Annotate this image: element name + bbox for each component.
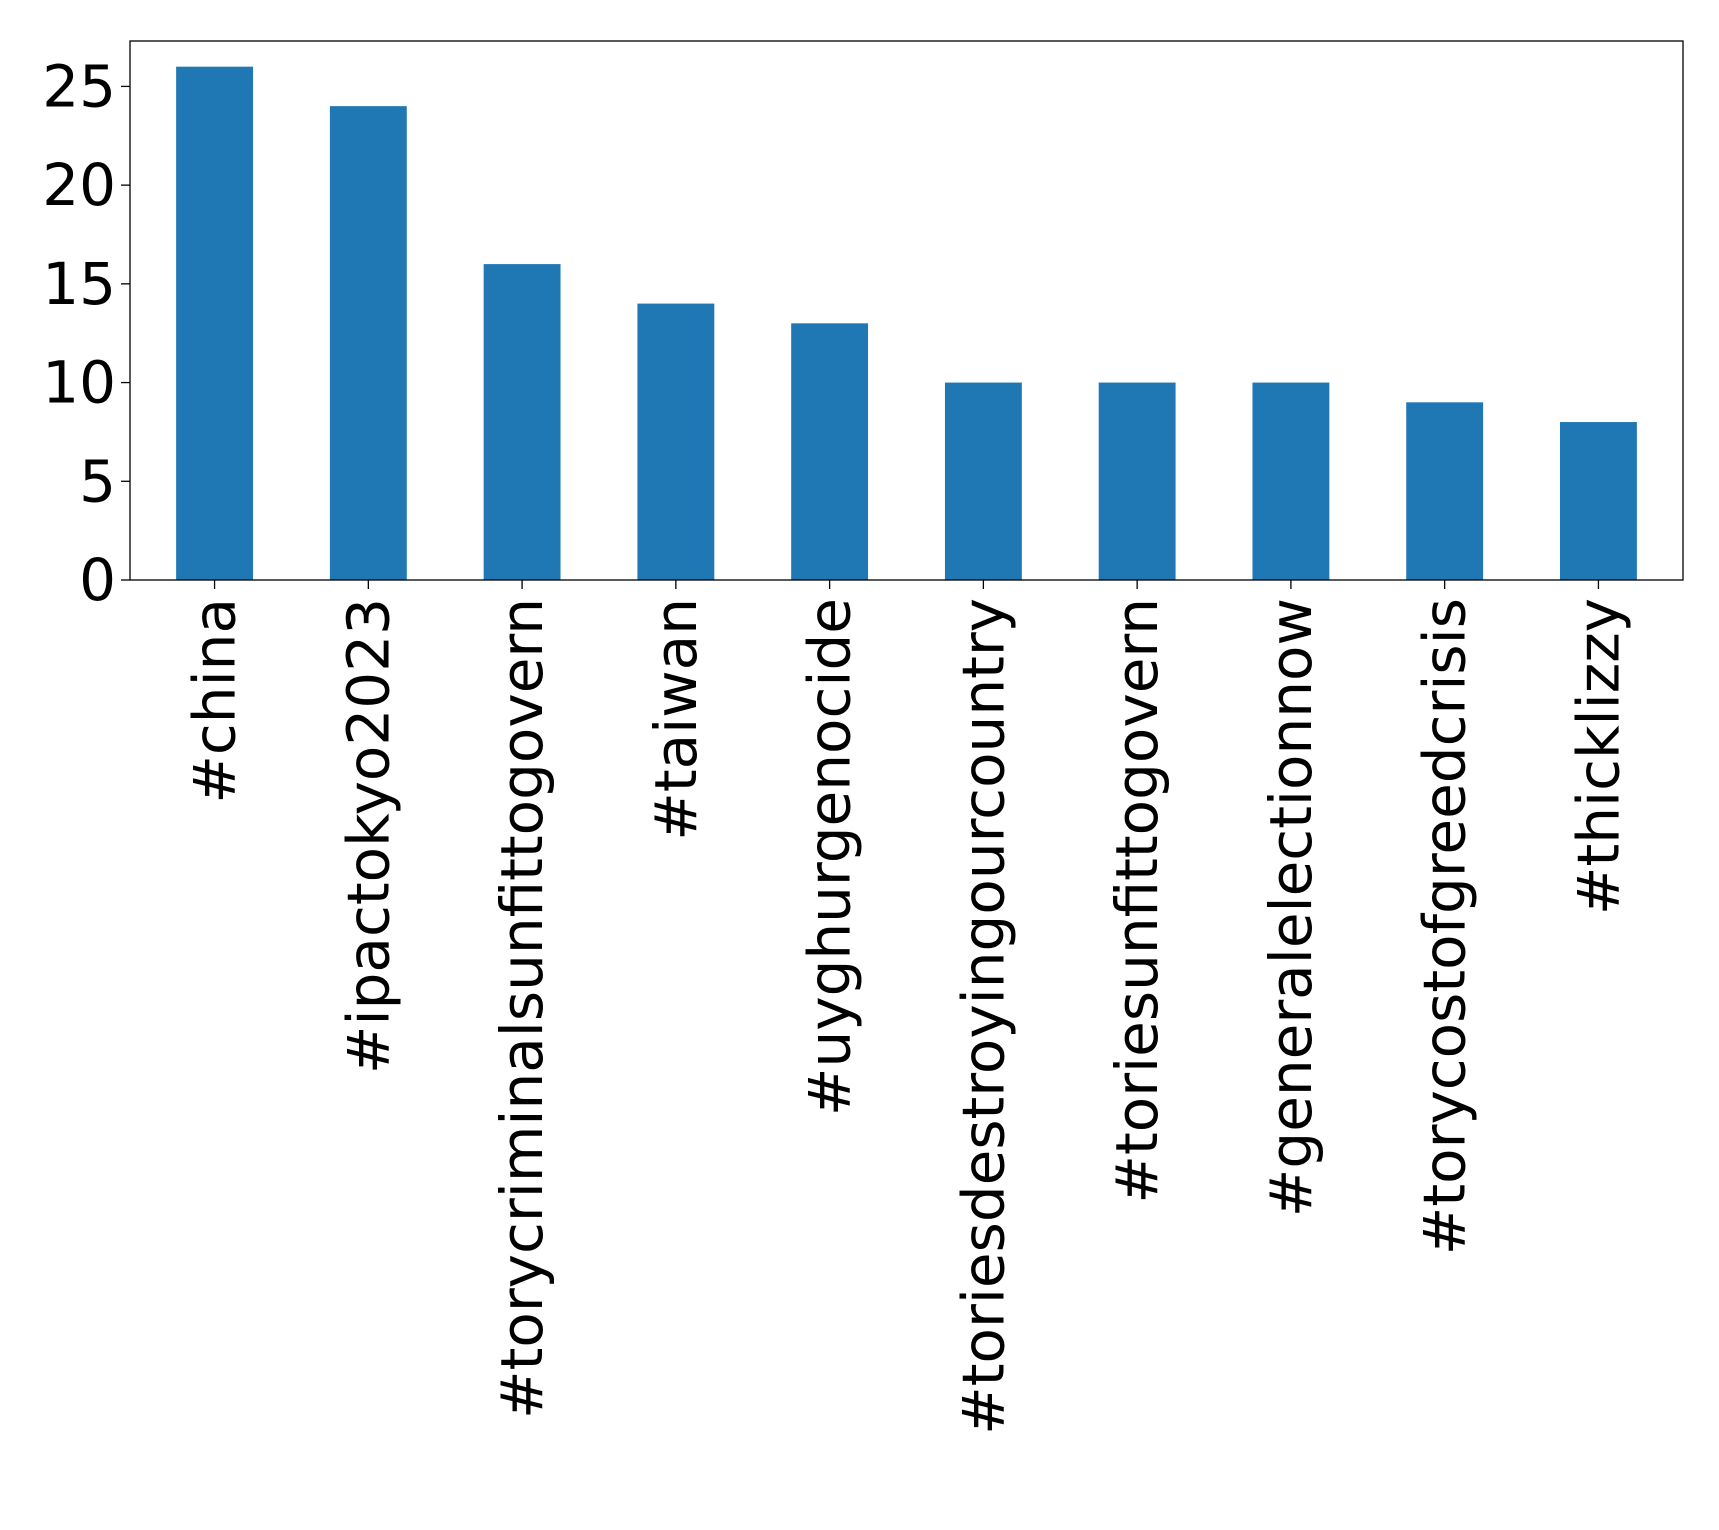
bars-layer xyxy=(176,66,1637,581)
y-axis: 0 5 10 15 20 25 xyxy=(42,52,130,614)
x-tick-label-7: #generalelectionnow xyxy=(1257,598,1325,1217)
x-tick-label-4: #uyghurgenocide xyxy=(796,598,864,1116)
y-tick-label-1: 5 xyxy=(79,447,116,515)
y-tick-label-4: 20 xyxy=(42,151,116,219)
x-tick-label-8: #torycostofgreedcrisis xyxy=(1411,598,1479,1255)
bar-2 xyxy=(483,264,561,580)
bar-8 xyxy=(1406,402,1484,580)
bar-9 xyxy=(1559,422,1637,580)
y-tick-label-0: 0 xyxy=(79,546,116,614)
y-tick-label-3: 15 xyxy=(42,250,116,318)
x-tick-label-6: #toriesunfittogovern xyxy=(1103,598,1171,1204)
x-tick-label-2: #torycriminalsunfittogovern xyxy=(488,598,556,1419)
x-axis: #china #ipactokyo2023 #torycriminalsunfitt… xyxy=(181,580,1632,1435)
bar-4 xyxy=(791,323,869,580)
y-tick-label-2: 10 xyxy=(42,349,116,417)
y-tick-label-5: 25 xyxy=(42,52,116,120)
x-tick-label-3: #taiwan xyxy=(642,598,710,841)
plot-area-frame xyxy=(129,40,1684,581)
x-tick-label-5: #toriesdestroyingourcountry xyxy=(949,598,1017,1435)
x-tick-label-1: #ipactokyo2023 xyxy=(334,598,402,1074)
bar-3 xyxy=(637,303,715,580)
bar-1 xyxy=(329,106,407,581)
x-tick-label-0: #china xyxy=(181,598,249,804)
bar-5 xyxy=(944,382,1022,580)
bar-6 xyxy=(1098,382,1176,580)
bar-7 xyxy=(1252,382,1330,580)
bar-0 xyxy=(176,66,254,580)
x-tick-label-9: #thicklizzy xyxy=(1564,598,1632,915)
